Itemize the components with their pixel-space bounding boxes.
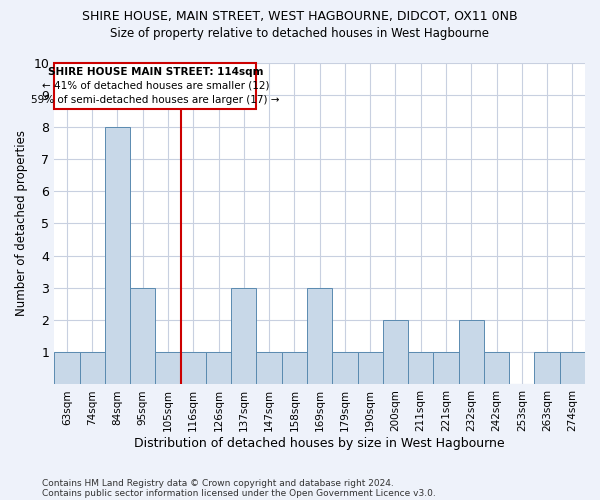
Text: ← 41% of detached houses are smaller (12): ← 41% of detached houses are smaller (12… [41,80,269,90]
Bar [282,352,307,384]
Bar [256,352,282,384]
Bar [80,352,105,384]
Bar [535,352,560,384]
Text: Contains public sector information licensed under the Open Government Licence v3: Contains public sector information licen… [42,488,436,498]
Y-axis label: Number of detached properties: Number of detached properties [15,130,28,316]
Bar [358,352,383,384]
Text: Contains HM Land Registry data © Crown copyright and database right 2024.: Contains HM Land Registry data © Crown c… [42,478,394,488]
X-axis label: Distribution of detached houses by size in West Hagbourne: Distribution of detached houses by size … [134,437,505,450]
Bar [484,352,509,384]
Text: Size of property relative to detached houses in West Hagbourne: Size of property relative to detached ho… [110,28,490,40]
Bar [458,320,484,384]
Bar [307,288,332,384]
Text: 59% of semi-detached houses are larger (17) →: 59% of semi-detached houses are larger (… [31,94,280,104]
Bar [181,352,206,384]
Bar [231,288,256,384]
FancyBboxPatch shape [54,62,256,109]
Bar [433,352,458,384]
Bar [332,352,358,384]
Bar [54,352,80,384]
Bar [105,127,130,384]
Text: SHIRE HOUSE MAIN STREET: 114sqm: SHIRE HOUSE MAIN STREET: 114sqm [47,66,263,76]
Bar [206,352,231,384]
Bar [130,288,155,384]
Bar [560,352,585,384]
Bar [383,320,408,384]
Bar [155,352,181,384]
Text: SHIRE HOUSE, MAIN STREET, WEST HAGBOURNE, DIDCOT, OX11 0NB: SHIRE HOUSE, MAIN STREET, WEST HAGBOURNE… [82,10,518,23]
Bar [408,352,433,384]
